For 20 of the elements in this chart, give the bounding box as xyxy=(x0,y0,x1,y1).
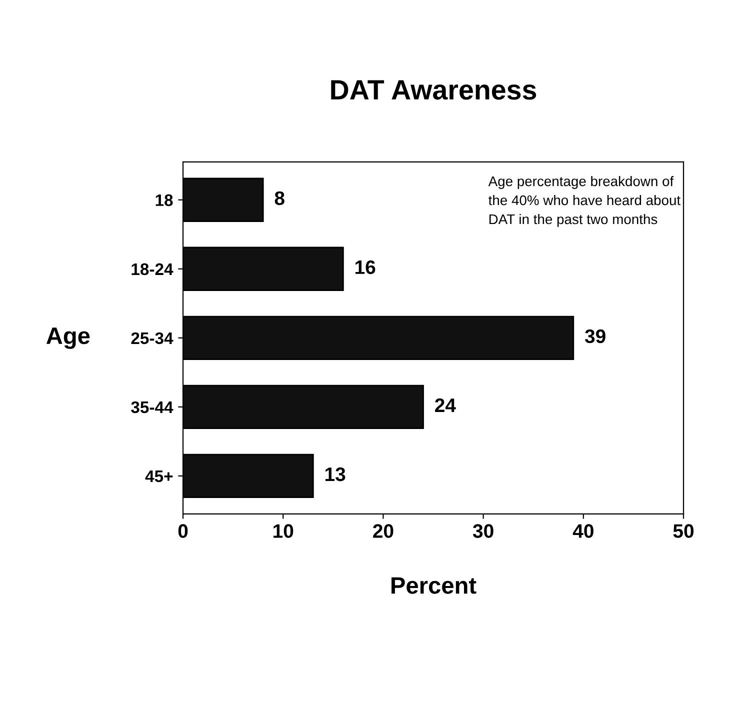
x-tick-label: 10 xyxy=(274,524,294,538)
y-tick-label: 18-24 xyxy=(132,263,174,276)
x-tick-label: 20 xyxy=(373,524,394,538)
annotation: Age percentage breakdown of the 40% who have heard about DAT in the past two months xyxy=(488,176,680,227)
chart-title: DAT Awareness xyxy=(331,80,536,100)
y-tick-label: 35-44 xyxy=(131,401,174,414)
x-tick-label: 40 xyxy=(572,524,594,538)
x-tick-label: 30 xyxy=(472,524,494,538)
y-axis-title: Age xyxy=(46,328,90,349)
data-label: 13 xyxy=(325,467,346,482)
y-tick-label: 18 xyxy=(156,194,173,206)
x-tick-label: 0 xyxy=(178,524,188,538)
x-tick-label: 50 xyxy=(673,524,694,538)
data-label: 39 xyxy=(584,329,606,344)
y-tick-label: 45+ xyxy=(145,470,173,482)
data-label: 16 xyxy=(356,260,376,274)
data-label: 24 xyxy=(435,398,456,412)
y-tick-label: 25-34 xyxy=(131,332,174,344)
x-axis-title: Percent xyxy=(392,577,476,594)
data-label: 8 xyxy=(274,191,284,206)
